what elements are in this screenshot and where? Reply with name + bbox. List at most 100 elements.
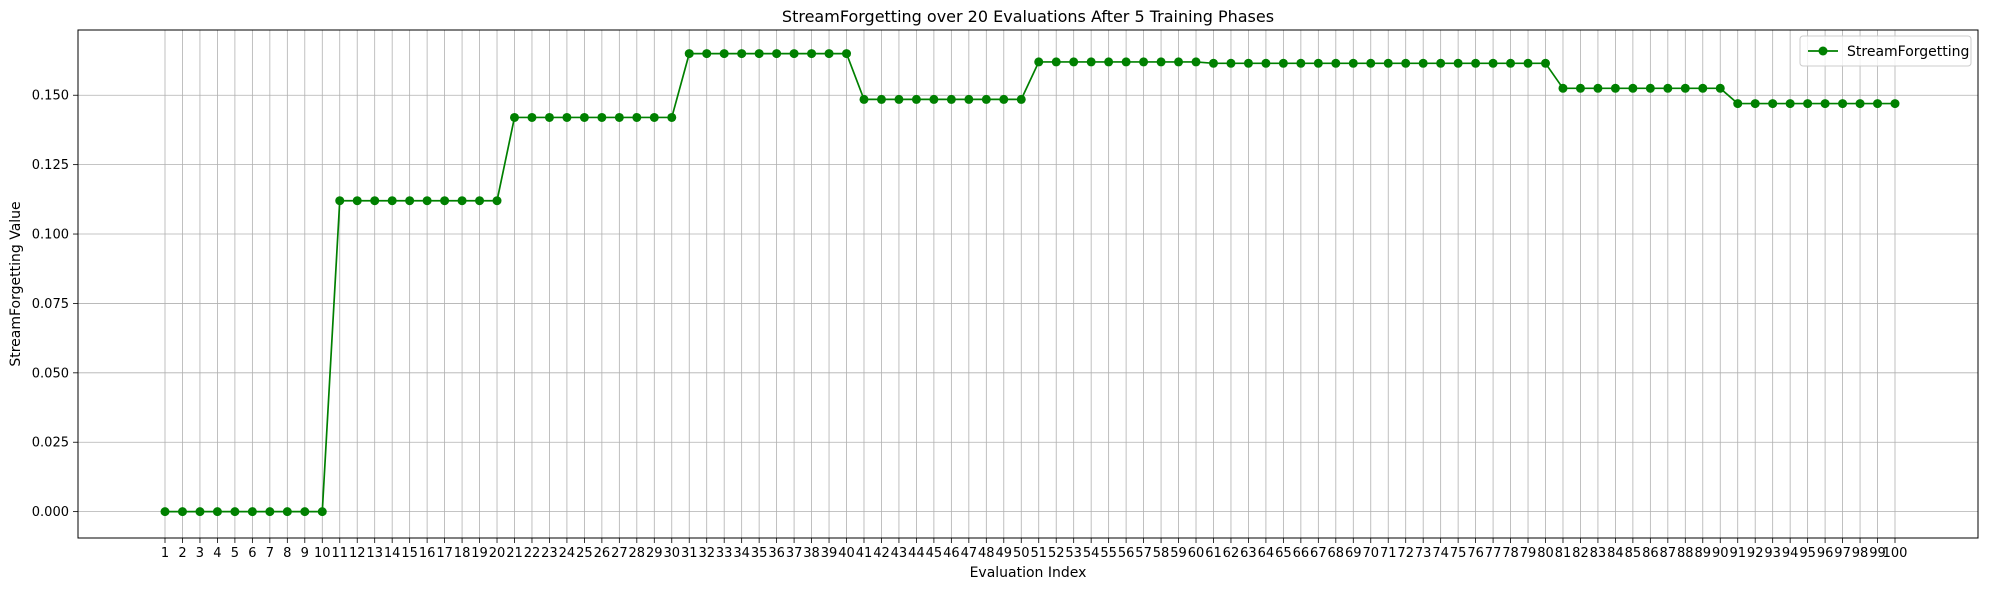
legend-label: StreamForgetting <box>1847 44 1969 60</box>
x-tick-label: 61 <box>1205 546 1222 561</box>
data-point <box>1278 58 1288 68</box>
x-tick-label: 96 <box>1817 546 1834 561</box>
data-point <box>1593 83 1603 93</box>
x-tick-label: 93 <box>1764 546 1781 561</box>
data-point <box>1628 83 1638 93</box>
data-point <box>1733 99 1743 109</box>
data-point <box>230 507 240 517</box>
x-tick-label: 40 <box>838 546 855 561</box>
data-point <box>597 112 607 122</box>
data-point <box>1313 58 1323 68</box>
data-point <box>475 196 485 206</box>
data-point <box>544 112 554 122</box>
data-point <box>1121 57 1131 67</box>
x-tick-label: 25 <box>576 546 593 561</box>
x-tick-label: 58 <box>1153 546 1170 561</box>
x-tick-label: 95 <box>1799 546 1816 561</box>
data-point <box>1208 58 1218 68</box>
data-point <box>1348 58 1358 68</box>
data-point <box>859 94 869 104</box>
data-point <box>1243 58 1253 68</box>
data-point <box>352 196 362 206</box>
data-point <box>317 507 327 517</box>
x-tick-label: 57 <box>1135 546 1152 561</box>
data-point <box>579 112 589 122</box>
data-point <box>440 196 450 206</box>
x-tick-label: 72 <box>1397 546 1414 561</box>
x-tick-label: 80 <box>1537 546 1554 561</box>
x-tick-label: 17 <box>436 546 453 561</box>
x-tick-label: 29 <box>646 546 663 561</box>
chart-title: StreamForgetting over 20 Evaluations Aft… <box>782 7 1274 26</box>
data-point <box>894 94 904 104</box>
x-tick-label: 92 <box>1747 546 1764 561</box>
data-point <box>772 49 782 59</box>
y-axis-ticks: 0.000 0.025 0.050 0.075 0.100 0.125 0.150 <box>32 89 78 520</box>
x-tick-label: 74 <box>1432 546 1449 561</box>
x-tick-label: 39 <box>821 546 838 561</box>
data-point <box>1575 83 1585 93</box>
x-tick-label: 85 <box>1625 546 1642 561</box>
data-point <box>1016 94 1026 104</box>
x-tick-label: 21 <box>506 546 523 561</box>
x-tick-label: 65 <box>1275 546 1292 561</box>
x-tick-label: 69 <box>1345 546 1362 561</box>
x-tick-label: 3 <box>196 546 204 561</box>
x-tick-label: 22 <box>524 546 541 561</box>
x-tick-label: 24 <box>559 546 576 561</box>
x-tick-label: 62 <box>1223 546 1240 561</box>
x-tick-label: 42 <box>873 546 890 561</box>
x-tick-label: 82 <box>1572 546 1589 561</box>
data-point <box>1401 58 1411 68</box>
x-tick-label: 20 <box>489 546 506 561</box>
x-tick-label: 43 <box>891 546 908 561</box>
data-point <box>1838 99 1848 109</box>
x-tick-label: 89 <box>1695 546 1712 561</box>
x-tick-label: 11 <box>331 546 348 561</box>
data-point <box>509 112 519 122</box>
x-tick-label: 31 <box>681 546 698 561</box>
x-tick-label: 9 <box>301 546 309 561</box>
data-point <box>1453 58 1463 68</box>
x-axis-ticks: 1 2 3 4 5 6 7 8 9 10 11 12 13 14 15 16 17 18 19 20 21 22 23 24 2… <box>161 538 1907 561</box>
data-point <box>1890 99 1900 109</box>
x-tick-label: 71 <box>1380 546 1397 561</box>
data-point <box>422 196 432 206</box>
x-tick-label: 18 <box>454 546 471 561</box>
x-tick-label: 76 <box>1467 546 1484 561</box>
data-point <box>789 49 799 59</box>
data-point <box>946 94 956 104</box>
y-tick-label: 0.075 <box>32 297 69 312</box>
x-tick-label: 99 <box>1869 546 1886 561</box>
data-point <box>527 112 537 122</box>
data-point <box>1051 57 1061 67</box>
x-tick-label: 56 <box>1118 546 1135 561</box>
x-tick-label: 33 <box>716 546 733 561</box>
data-point <box>842 49 852 59</box>
x-tick-label: 98 <box>1852 546 1869 561</box>
x-tick-label: 37 <box>786 546 803 561</box>
x-tick-label: 27 <box>611 546 628 561</box>
data-point <box>649 112 659 122</box>
data-point <box>1191 57 1201 67</box>
data-point <box>300 507 310 517</box>
data-point <box>195 507 205 517</box>
x-tick-label: 83 <box>1590 546 1607 561</box>
series-line <box>165 52 1895 513</box>
x-tick-label: 64 <box>1258 546 1275 561</box>
y-tick-label: 0.000 <box>32 505 69 520</box>
data-point <box>824 49 834 59</box>
data-point <box>1383 58 1393 68</box>
x-tick-label: 49 <box>996 546 1013 561</box>
x-tick-label: 91 <box>1729 546 1746 561</box>
y-tick-label: 0.150 <box>32 89 69 104</box>
x-tick-label: 14 <box>384 546 401 561</box>
grid-lines <box>78 30 1978 538</box>
x-tick-label: 7 <box>266 546 274 561</box>
x-tick-label: 94 <box>1782 546 1799 561</box>
data-point <box>754 49 764 59</box>
data-point <box>562 112 572 122</box>
x-tick-label: 59 <box>1170 546 1187 561</box>
x-tick-label: 67 <box>1310 546 1327 561</box>
data-point <box>160 507 170 517</box>
